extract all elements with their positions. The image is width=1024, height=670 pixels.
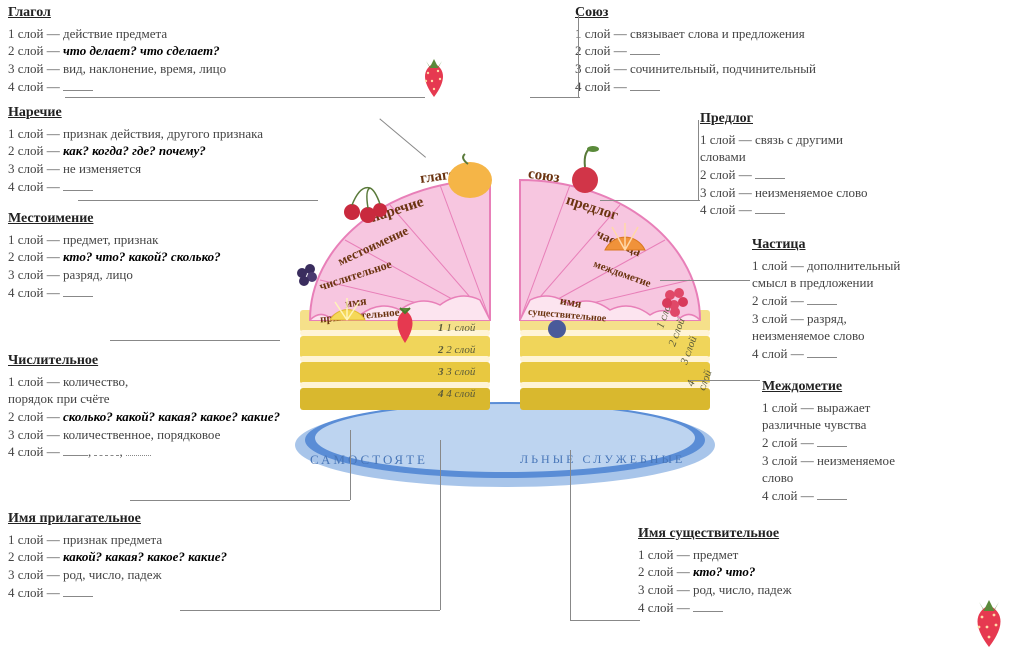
prilag-l3: 3 слой — род, число, падеж	[8, 566, 408, 584]
section-prilagatelnoe: Имя прилагательное 1 слой — признак пред…	[8, 510, 408, 601]
title-soyuz: Союз	[575, 4, 1015, 23]
leader	[530, 97, 580, 98]
arc-right-text: ЛЬНЫЕ СЛУЖЕБНЫЕ	[520, 452, 685, 467]
leader	[600, 200, 700, 201]
mezh-l1b: различные чувства	[762, 416, 1022, 434]
title-chastitsa: Частица	[752, 236, 1022, 255]
section-predlog: Предлог 1 слой — связь с другими словами…	[700, 110, 1020, 219]
title-sushch: Имя существительное	[638, 525, 968, 544]
cherry-big-icon	[565, 145, 605, 195]
section-mezhdometie: Междометие 1 слой — выражает различные ч…	[762, 378, 1022, 504]
section-mestoimenie: Местоимение 1 слой — предмет, признак 2 …	[8, 210, 268, 301]
leader	[570, 620, 640, 621]
prilag-l1: 1 слой — признак предмета	[8, 531, 408, 549]
title-narechie: Наречие	[8, 104, 408, 123]
orange-slice-icon	[600, 215, 650, 255]
sushch-l4: 4 слой —	[638, 599, 968, 617]
tag-2: 2 2 слой	[438, 344, 475, 356]
mezh-l4: 4 слой —	[762, 487, 1022, 505]
section-sushchestvitelnoe: Имя существительное 1 слой — предмет 2 с…	[638, 525, 968, 616]
mestoimenie-l4: 4 слой —	[8, 284, 268, 302]
strawberry-slice-icon	[385, 305, 425, 345]
title-mezhdometie: Междометие	[762, 378, 1022, 397]
mezh-l2: 2 слой —	[762, 434, 1022, 452]
mezh-l3a: 3 слой — неизменяемое	[762, 452, 1022, 470]
leader	[690, 380, 760, 381]
predlog-l1b: словами	[700, 148, 1020, 166]
leader	[110, 340, 280, 341]
mezh-l3b: слово	[762, 469, 1022, 487]
title-predlog: Предлог	[700, 110, 1020, 129]
tag-4: 4 4 слой	[438, 388, 475, 400]
tag-1: 1 1 слой	[438, 322, 475, 334]
section-glagol: Глагол 1 слой — действие предмета 2 слой…	[8, 4, 408, 95]
mezh-l1a: 1 слой — выражает	[762, 399, 1022, 417]
narechie-l2: 2 слой — как? когда? где? почему?	[8, 142, 408, 160]
cake-illustration: глагол наречие местоимение числительное …	[290, 160, 720, 500]
chastitsa-l3b: неизменяемое слово	[752, 327, 1022, 345]
glagol-l2: 2 слой — что делает? что сделает?	[8, 42, 408, 60]
leader	[570, 450, 571, 620]
blackberry-icon	[290, 255, 325, 290]
cake-left-half: глагол наречие местоимение числительное …	[290, 160, 500, 440]
chastitsa-l1a: 1 слой — дополнительный	[752, 257, 1022, 275]
chastitsa-l3a: 3 слой — разряд,	[752, 310, 1022, 328]
predlog-l4: 4 слой —	[700, 201, 1020, 219]
glagol-l1: 1 слой — действие предмета	[8, 25, 408, 43]
glagol-l3: 3 слой — вид, наклонение, время, лицо	[8, 60, 408, 78]
soyuz-l3: 3 слой — сочинительный, подчинительный	[575, 60, 1015, 78]
peach-icon	[440, 150, 500, 200]
leader	[130, 500, 350, 501]
arc-left-text: САМОСТОЯТЕ	[310, 452, 428, 468]
predlog-l3: 3 слой — неизменяемое слово	[700, 184, 1020, 202]
title-mestoimenie: Местоимение	[8, 210, 268, 229]
leader	[660, 280, 750, 281]
cherries-icon	[340, 180, 390, 225]
narechie-l1: 1 слой — признак действия, другого призн…	[8, 125, 408, 143]
infographic-page: Глагол 1 слой — действие предмета 2 слой…	[0, 0, 1024, 670]
soyuz-l4: 4 слой —	[575, 78, 1015, 96]
title-prilagatelnoe: Имя прилагательное	[8, 510, 408, 529]
sushch-l2: 2 слой — кто? что?	[638, 563, 968, 581]
blueberry-icon	[545, 315, 570, 340]
mestoimenie-l2: 2 слой — кто? что? какой? сколько?	[8, 248, 268, 266]
section-chastitsa: Частица 1 слой — дополнительный смысл в …	[752, 236, 1022, 362]
section-soyuz: Союз 1 слой — связывает слова и предложе…	[575, 4, 1015, 95]
tag-3: 3 3 слой	[438, 366, 475, 378]
leader	[350, 430, 351, 500]
chastitsa-l1b: смысл в предложении	[752, 274, 1022, 292]
leader	[578, 15, 579, 97]
strawberry-icon	[412, 55, 457, 100]
mestoimenie-l1: 1 слой — предмет, признак	[8, 231, 268, 249]
leader	[78, 200, 318, 201]
leader	[180, 610, 440, 611]
title-glagol: Глагол	[8, 4, 408, 23]
prilag-l2: 2 слой — какой? какая? какое? какие?	[8, 548, 408, 566]
soyuz-l2: 2 слой —	[575, 42, 1015, 60]
raspberry-icon	[655, 280, 695, 320]
glagol-l4: 4 слой —	[8, 78, 408, 96]
strawberry-big-icon	[962, 595, 1017, 650]
mestoimenie-l3: 3 слой — разряд, лицо	[8, 266, 268, 284]
lemon-slice-icon	[325, 290, 370, 325]
prilag-l4: 4 слой —	[8, 584, 408, 602]
leader	[65, 97, 425, 98]
leader	[440, 440, 441, 610]
sushch-l1: 1 слой — предмет	[638, 546, 968, 564]
predlog-l2: 2 слой —	[700, 166, 1020, 184]
chastitsa-l4: 4 слой —	[752, 345, 1022, 363]
sushch-l3: 3 слой — род, число, падеж	[638, 581, 968, 599]
chastitsa-l2: 2 слой —	[752, 292, 1022, 310]
leader	[698, 120, 699, 200]
predlog-l1a: 1 слой — связь с другими	[700, 131, 1020, 149]
soyuz-l1: 1 слой — связывает слова и предложения	[575, 25, 1015, 43]
